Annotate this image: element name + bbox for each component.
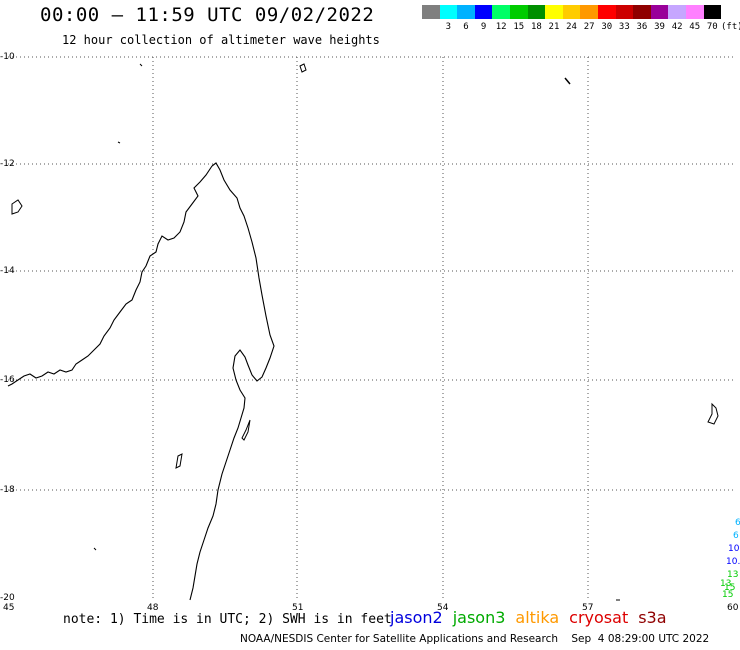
scale-swatch xyxy=(562,5,581,19)
scale-swatch xyxy=(650,5,669,19)
scale-label: 15 xyxy=(513,22,525,32)
scale-bin: 3 xyxy=(439,5,458,32)
satellite-label: s3a xyxy=(638,608,667,627)
scale-swatch xyxy=(685,5,704,19)
lat-label: -10 xyxy=(0,52,15,62)
track-value: 13 xyxy=(727,570,739,580)
island-ile-ste-marie xyxy=(241,419,251,441)
scale-label: 9 xyxy=(480,22,487,32)
scale-label: 18 xyxy=(530,22,542,32)
island-mauritius xyxy=(707,402,719,425)
scale-swatch xyxy=(492,5,510,19)
track-value: 6 xyxy=(733,531,739,541)
scale-label: 42 xyxy=(671,22,683,32)
lat-label: -20 xyxy=(0,593,15,603)
scale-swatch xyxy=(668,5,686,19)
scale-unit-label: (ft) xyxy=(721,22,740,32)
gridlines xyxy=(8,56,735,600)
track-value: 10. xyxy=(726,557,740,567)
track-value: 10 xyxy=(728,544,740,554)
scale-label: 39 xyxy=(654,22,665,32)
lat-label: -16 xyxy=(0,375,15,385)
lon-label: 57 xyxy=(582,603,594,613)
scale-bin: 42 xyxy=(668,5,686,32)
scale-bin: 15 xyxy=(509,5,528,32)
scale-bin: 9 xyxy=(474,5,493,32)
scale-swatch xyxy=(527,5,546,19)
scale-label: 30 xyxy=(601,22,613,32)
scale-swatch xyxy=(615,5,634,19)
scale-bin: 45 xyxy=(685,5,704,32)
scale-label: 27 xyxy=(583,22,595,32)
scale-bin: 39 xyxy=(650,5,669,32)
satellite-legend: jason2 jason3 altika cryosat s3a xyxy=(390,608,677,627)
scale-bin: 27 xyxy=(580,5,598,32)
page-subtitle: 12 hour collection of altimeter wave hei… xyxy=(62,33,380,47)
scale-swatch xyxy=(457,5,475,19)
scale-bin: 36 xyxy=(633,5,651,32)
scale-bin: 21 xyxy=(545,5,563,32)
scale-swatch xyxy=(545,5,563,19)
scale-bin: 70 xyxy=(703,5,722,32)
scale-label: 21 xyxy=(548,22,560,32)
scale-label: 3 xyxy=(445,22,452,32)
island-tromelin xyxy=(564,77,571,85)
lon-label: 60 xyxy=(727,603,739,613)
scale-swatch xyxy=(597,5,616,19)
satellite-label: jason3 xyxy=(452,608,506,627)
island-small-2 xyxy=(117,141,121,144)
track-value: 15 xyxy=(724,583,736,593)
island-glorioso xyxy=(299,63,307,73)
scale-label: 70 xyxy=(706,22,718,32)
note-text: note: 1) Time is in UTC; 2) SWH is in fe… xyxy=(63,612,392,627)
island-small-4 xyxy=(93,547,97,551)
island-small-1 xyxy=(139,63,143,67)
scale-label: 6 xyxy=(463,22,469,32)
track-value: 13 xyxy=(720,579,732,589)
scale-label: 33 xyxy=(618,22,630,32)
island-nosy-be xyxy=(11,199,23,215)
scale-swatch xyxy=(703,5,722,19)
lat-label: -12 xyxy=(0,159,15,169)
footer-credit: NOAA/NESDIS Center for Satellite Applica… xyxy=(240,633,710,645)
scale-label: 24 xyxy=(566,22,577,32)
color-scale-legend: 3 6 9 12 15 18 21 24 27 30 33 36 39 42 45 70 xyxy=(422,5,722,32)
scale-swatch xyxy=(474,5,493,19)
track-value: 15 xyxy=(722,590,734,600)
lon-label: 51 xyxy=(292,603,304,613)
satellite-label: altika xyxy=(515,608,560,627)
lon-label: 45 xyxy=(3,603,15,613)
lat-label: -18 xyxy=(0,485,15,495)
track-value: 6 xyxy=(735,518,740,528)
scale-swatch xyxy=(509,5,528,19)
satellite-label: cryosat xyxy=(569,608,629,627)
scale-swatch xyxy=(422,5,440,19)
scale-bin: 30 xyxy=(597,5,616,32)
island-small-3 xyxy=(175,453,183,469)
scale-bin xyxy=(422,5,440,32)
scale-bin: 33 xyxy=(615,5,634,32)
scale-label: 12 xyxy=(495,22,507,32)
scale-swatch xyxy=(439,5,458,19)
scale-bin: 24 xyxy=(562,5,581,32)
scale-swatch xyxy=(580,5,598,19)
scale-label: 45 xyxy=(689,22,701,32)
lat-label: -14 xyxy=(0,266,15,276)
scale-bin: 6 xyxy=(457,5,475,32)
scale-bin: 18 xyxy=(527,5,546,32)
page-title: 00:00 – 11:59 UTC 09/02/2022 xyxy=(40,4,375,26)
satellite-label: jason2 xyxy=(390,608,443,627)
lon-label: 48 xyxy=(147,603,159,613)
scale-label: 36 xyxy=(636,22,648,32)
scale-bin: 12 xyxy=(492,5,510,32)
scale-swatch xyxy=(633,5,651,19)
lon-label: 54 xyxy=(437,603,449,613)
madagascar-coastline xyxy=(7,162,275,601)
